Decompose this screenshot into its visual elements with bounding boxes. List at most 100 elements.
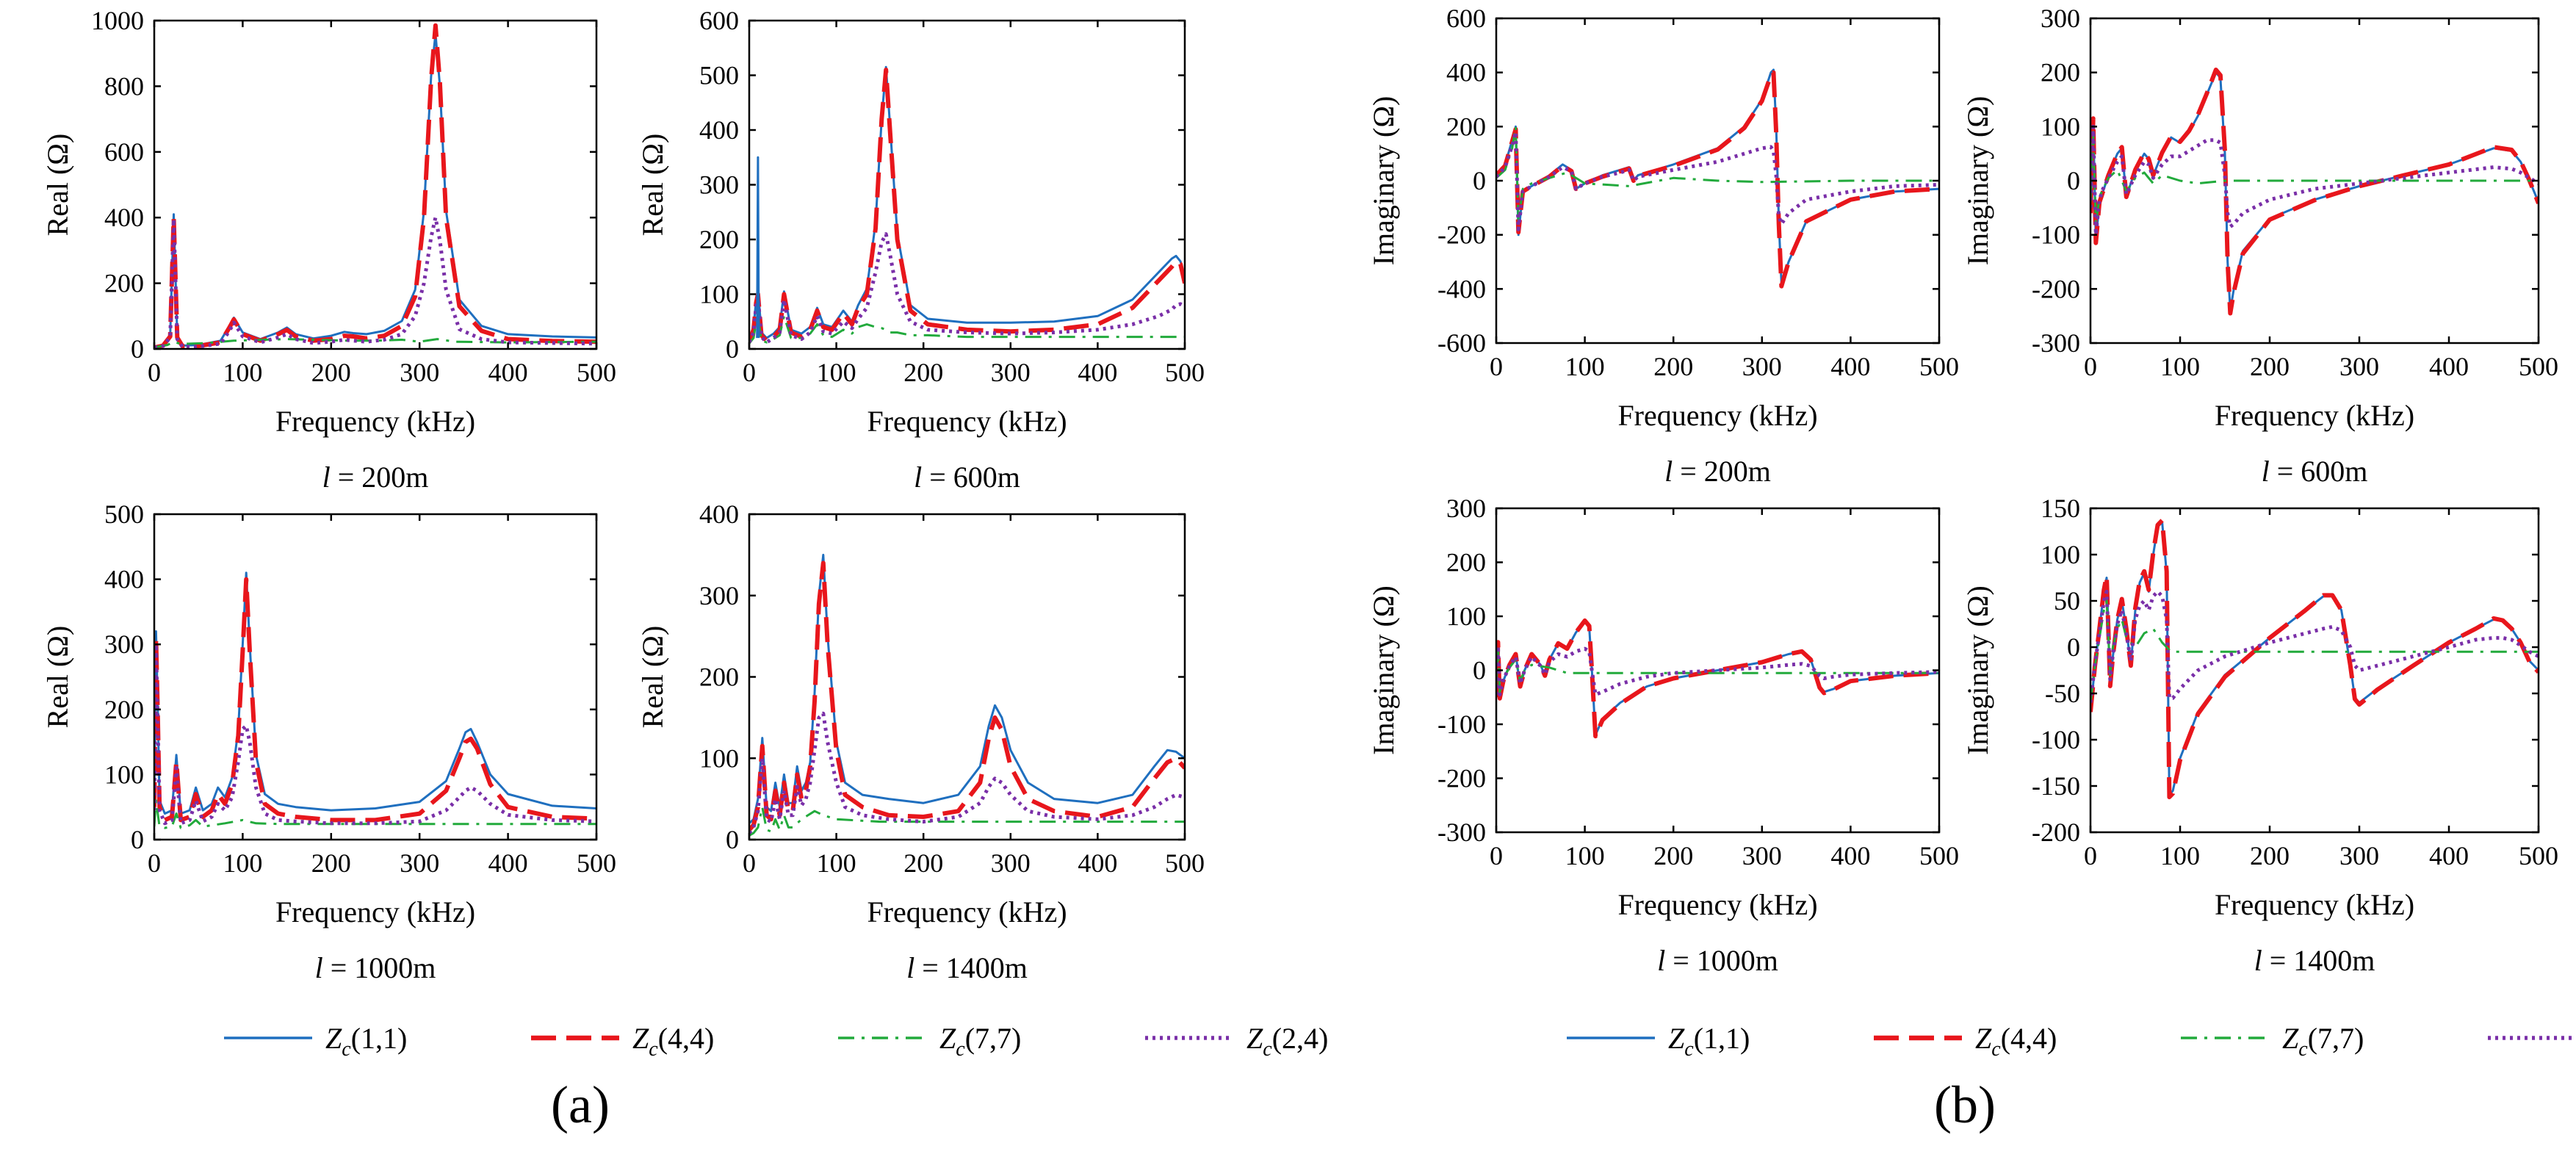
y-tick-label: 200: [699, 225, 739, 254]
y-axis-label: Real (Ω): [41, 626, 74, 729]
x-axis-label: Frequency (kHz): [275, 895, 475, 928]
legend-item: Zc(7,7): [838, 1022, 1021, 1061]
legend-b: Zc(1,1) Zc(4,4) Zc(7,7) Zc(2,4): [1567, 1022, 2576, 1061]
x-tick-label: 0: [148, 848, 161, 878]
y-axis-label: Imaginary (Ω): [1367, 585, 1400, 755]
y-tick-label: 200: [1446, 548, 1486, 577]
x-tick-label: 500: [1919, 841, 1959, 870]
x-tick-label: 0: [2084, 841, 2097, 870]
x-tick-label: 0: [1490, 841, 1503, 870]
y-tick-label: -300: [2032, 328, 2080, 358]
y-tick-label: -100: [2032, 725, 2080, 754]
chart-caption: l = 1400m: [2254, 944, 2375, 977]
y-tick-label: 500: [699, 61, 739, 90]
x-axis-label: Frequency (kHz): [1617, 888, 1817, 921]
x-tick-label: 200: [2250, 352, 2290, 381]
y-tick-label: 100: [104, 760, 144, 789]
y-tick-label: 400: [699, 500, 739, 529]
y-tick-label: 100: [699, 280, 739, 309]
x-tick-label: 0: [148, 358, 161, 387]
chart-2: 0 100 200 300 400 500 0 100 200 300 400 500 600 Frequ…: [636, 6, 1205, 494]
x-tick-label: 500: [577, 358, 616, 387]
y-tick-label: 100: [699, 743, 739, 773]
x-tick-label: 300: [991, 358, 1031, 387]
series-line: [2090, 68, 2539, 316]
x-tick-label: 400: [1078, 358, 1117, 387]
legend-label: Zc(1,1): [1668, 1022, 1750, 1061]
x-tick-label: 300: [991, 848, 1031, 878]
chart-caption: l = 1000m: [315, 951, 436, 984]
x-tick-label: 500: [577, 848, 616, 878]
y-tick-label: 0: [2067, 632, 2080, 662]
x-tick-label: 0: [2084, 352, 2097, 381]
chart-6: 0 100 200 300 400 500 -300 -200 -100 0 100 200 300 Fr…: [1961, 4, 2558, 488]
x-tick-label: 200: [2250, 841, 2290, 870]
chart-5: 0 100 200 300 400 500 -600 -400 -200 0 200 400 600 Fr…: [1367, 4, 1959, 488]
x-tick-label: 100: [2160, 352, 2200, 381]
x-tick-label: 400: [488, 358, 528, 387]
chart-7: 0 100 200 300 400 500 -300 -200 -100 0 100 200 300 Fr…: [1367, 494, 1959, 977]
x-tick-label: 200: [1653, 841, 1693, 870]
chart-caption: l = 1000m: [1657, 944, 1778, 977]
y-tick-label: -200: [1437, 220, 1486, 250]
y-tick-label: 300: [104, 630, 144, 659]
legend-item: Zc(4,4): [1874, 1022, 2057, 1061]
x-tick-label: 100: [2160, 841, 2200, 870]
y-axis-label: Imaginary (Ω): [1961, 585, 1994, 755]
y-tick-label: 0: [2067, 166, 2080, 195]
series-line: [749, 68, 1185, 343]
chart-3: 0 100 200 300 400 500 0 100 200 300 400 500 Frequenc…: [41, 500, 616, 984]
x-tick-label: 400: [488, 848, 528, 878]
x-tick-label: 500: [1165, 848, 1205, 878]
series-line: [2090, 124, 2539, 237]
y-axis-label: Real (Ω): [636, 626, 669, 729]
legend-item: Zc(1,1): [1567, 1022, 1750, 1061]
y-tick-label: 150: [2041, 494, 2080, 523]
y-tick-label: 600: [699, 6, 739, 35]
x-tick-label: 100: [1565, 352, 1605, 381]
y-tick-label: 50: [2054, 586, 2080, 616]
x-axis-label: Frequency (kHz): [275, 405, 475, 438]
x-tick-label: 300: [1742, 841, 1782, 870]
series-line: [154, 642, 596, 826]
y-tick-label: -400: [1437, 274, 1486, 303]
x-tick-label: 100: [817, 358, 856, 387]
series-line: [749, 560, 1185, 832]
chart-1: 0 100 200 300 400 500 0 200 400 600 800 1000 Frequen…: [41, 6, 616, 494]
series-line: [2090, 599, 2539, 703]
x-tick-label: 100: [223, 848, 262, 878]
legend-item: Zc(1,1): [224, 1022, 407, 1061]
y-tick-label: 100: [1446, 602, 1486, 631]
series-line: [756, 156, 760, 339]
plot-frame: [153, 513, 598, 841]
x-tick-label: 500: [2519, 841, 2558, 870]
y-tick-label: -100: [2032, 220, 2080, 250]
legend-label: Zc(7,7): [2282, 1022, 2364, 1061]
y-tick-label: 0: [726, 825, 739, 854]
legend-item: Zc(4,4): [531, 1022, 714, 1061]
y-tick-label: 200: [104, 695, 144, 724]
x-tick-label: 200: [1653, 352, 1693, 381]
x-tick-label: 100: [223, 358, 262, 387]
panel-b-label: (b): [1934, 1075, 1996, 1134]
y-tick-label: -50: [2045, 679, 2080, 708]
legend-a: Zc(1,1) Zc(4,4) Zc(7,7) Zc(2,4): [224, 1022, 1328, 1061]
y-tick-label: 400: [104, 565, 144, 594]
y-tick-label: -150: [2032, 771, 2080, 801]
series-line: [1496, 647, 1939, 693]
x-axis-label: Frequency (kHz): [2215, 399, 2414, 432]
legend-item: Zc(2,4): [2488, 1036, 2576, 1040]
chart-caption: l = 200m: [322, 461, 429, 494]
x-tick-label: 400: [1830, 352, 1870, 381]
series-line: [2090, 131, 2539, 226]
series-line: [1496, 130, 1939, 231]
series-line: [154, 799, 596, 829]
plot-frame: [2089, 507, 2540, 834]
series-line: [154, 23, 596, 349]
y-tick-label: 300: [699, 581, 739, 610]
x-tick-label: 500: [1165, 358, 1205, 387]
x-tick-label: 500: [2519, 352, 2558, 381]
legend-item: Zc(2,4): [1145, 1022, 1328, 1061]
series-line: [749, 711, 1185, 834]
